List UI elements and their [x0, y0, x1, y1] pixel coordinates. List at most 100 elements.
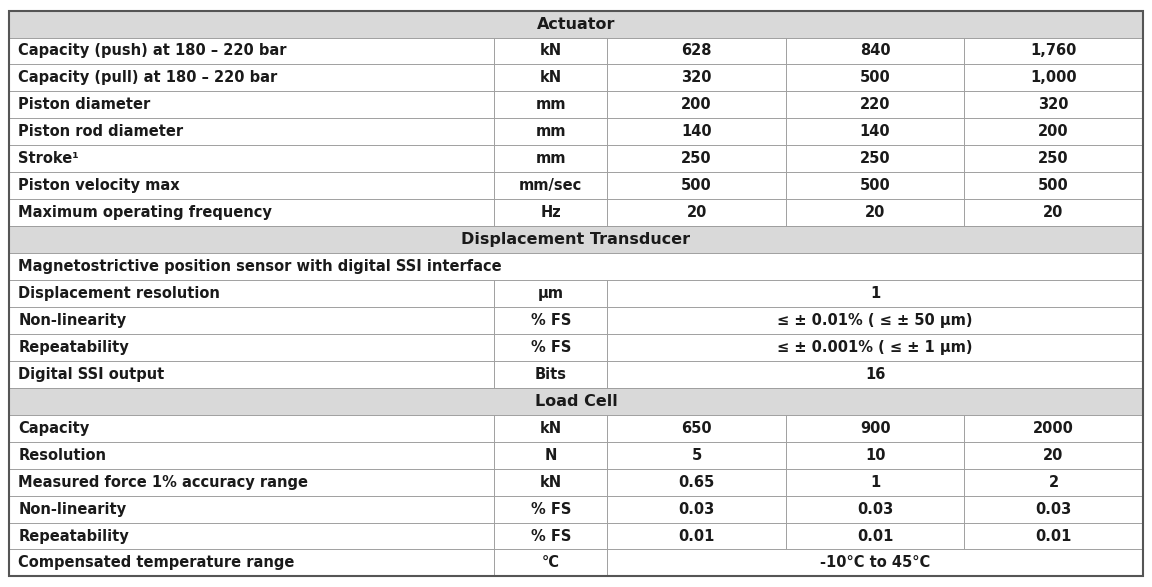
Bar: [494, 522, 607, 549]
Text: Piston diameter: Piston diameter: [18, 97, 151, 112]
Bar: [9, 468, 494, 495]
Text: 500: 500: [1038, 178, 1069, 193]
Text: 20: 20: [1044, 448, 1063, 463]
Bar: [9, 253, 1143, 280]
Text: 2: 2: [1048, 475, 1059, 490]
Bar: [494, 307, 607, 334]
Bar: [964, 441, 1143, 468]
Bar: [607, 38, 786, 65]
Text: 2000: 2000: [1033, 421, 1074, 436]
Bar: [9, 92, 494, 119]
Text: 140: 140: [681, 124, 712, 139]
Text: Piston velocity max: Piston velocity max: [18, 178, 180, 193]
Text: 0.03: 0.03: [679, 501, 714, 517]
Text: 250: 250: [681, 151, 712, 166]
Text: N: N: [545, 448, 556, 463]
Text: Maximum operating frequency: Maximum operating frequency: [18, 205, 272, 220]
Bar: [607, 415, 786, 441]
Bar: [964, 522, 1143, 549]
Bar: [9, 549, 494, 576]
Text: mm: mm: [536, 124, 566, 139]
Bar: [607, 280, 1143, 307]
Bar: [786, 199, 964, 226]
Text: 0.03: 0.03: [1036, 501, 1071, 517]
Text: Repeatability: Repeatability: [18, 340, 129, 355]
Text: % FS: % FS: [531, 501, 571, 517]
Bar: [494, 146, 607, 172]
Bar: [607, 199, 786, 226]
Bar: [786, 146, 964, 172]
Bar: [607, 522, 786, 549]
Text: Digital SSI output: Digital SSI output: [18, 367, 165, 382]
Text: ≤ ± 0.01% ( ≤ ± 50 μm): ≤ ± 0.01% ( ≤ ± 50 μm): [778, 313, 972, 328]
Text: 0.03: 0.03: [857, 501, 893, 517]
Text: 650: 650: [681, 421, 712, 436]
Text: Non-linearity: Non-linearity: [18, 313, 127, 328]
Text: % FS: % FS: [531, 313, 571, 328]
Bar: [494, 199, 607, 226]
Bar: [786, 495, 964, 522]
Text: 0.65: 0.65: [679, 475, 714, 490]
Text: kN: kN: [539, 421, 562, 436]
Text: 20: 20: [1044, 205, 1063, 220]
Text: 250: 250: [859, 151, 890, 166]
Text: 500: 500: [859, 70, 890, 86]
Bar: [964, 468, 1143, 495]
Text: 200: 200: [681, 97, 712, 112]
Bar: [9, 361, 494, 388]
Text: 10: 10: [865, 448, 886, 463]
Bar: [494, 468, 607, 495]
Bar: [786, 172, 964, 199]
Text: mm: mm: [536, 97, 566, 112]
Text: Capacity (pull) at 180 – 220 bar: Capacity (pull) at 180 – 220 bar: [18, 70, 278, 86]
Text: 0.01: 0.01: [1036, 528, 1071, 544]
Bar: [607, 65, 786, 92]
Bar: [964, 119, 1143, 146]
Bar: [607, 361, 1143, 388]
Text: 840: 840: [859, 43, 890, 59]
Bar: [9, 441, 494, 468]
Bar: [786, 441, 964, 468]
Text: 1: 1: [870, 475, 880, 490]
Text: -10°C to 45°C: -10°C to 45°C: [820, 555, 930, 571]
Bar: [494, 495, 607, 522]
Text: % FS: % FS: [531, 528, 571, 544]
Text: kN: kN: [539, 70, 562, 86]
Text: 200: 200: [1038, 124, 1069, 139]
Text: 250: 250: [1038, 151, 1069, 166]
Bar: [9, 495, 494, 522]
Bar: [607, 146, 786, 172]
Bar: [964, 65, 1143, 92]
Bar: [9, 199, 494, 226]
Bar: [9, 280, 494, 307]
Text: 20: 20: [687, 205, 707, 220]
Bar: [494, 172, 607, 199]
Text: Repeatability: Repeatability: [18, 528, 129, 544]
Text: 628: 628: [681, 43, 712, 59]
Text: kN: kN: [539, 475, 562, 490]
Bar: [964, 199, 1143, 226]
Text: Magnetostrictive position sensor with digital SSI interface: Magnetostrictive position sensor with di…: [18, 259, 502, 274]
Bar: [494, 119, 607, 146]
Bar: [494, 361, 607, 388]
Bar: [964, 172, 1143, 199]
Bar: [786, 38, 964, 65]
Text: 20: 20: [865, 205, 885, 220]
Bar: [9, 119, 494, 146]
Bar: [9, 415, 494, 441]
Bar: [964, 146, 1143, 172]
Text: 140: 140: [859, 124, 890, 139]
Text: 320: 320: [1038, 97, 1069, 112]
Bar: [607, 549, 1143, 576]
Text: Stroke¹: Stroke¹: [18, 151, 79, 166]
Bar: [9, 146, 494, 172]
Text: Compensated temperature range: Compensated temperature range: [18, 555, 295, 571]
Text: Piston rod diameter: Piston rod diameter: [18, 124, 183, 139]
Text: Capacity: Capacity: [18, 421, 90, 436]
Text: 320: 320: [681, 70, 712, 86]
Bar: [607, 468, 786, 495]
Text: Displacement resolution: Displacement resolution: [18, 286, 220, 301]
Bar: [786, 65, 964, 92]
Bar: [786, 415, 964, 441]
Bar: [494, 549, 607, 576]
